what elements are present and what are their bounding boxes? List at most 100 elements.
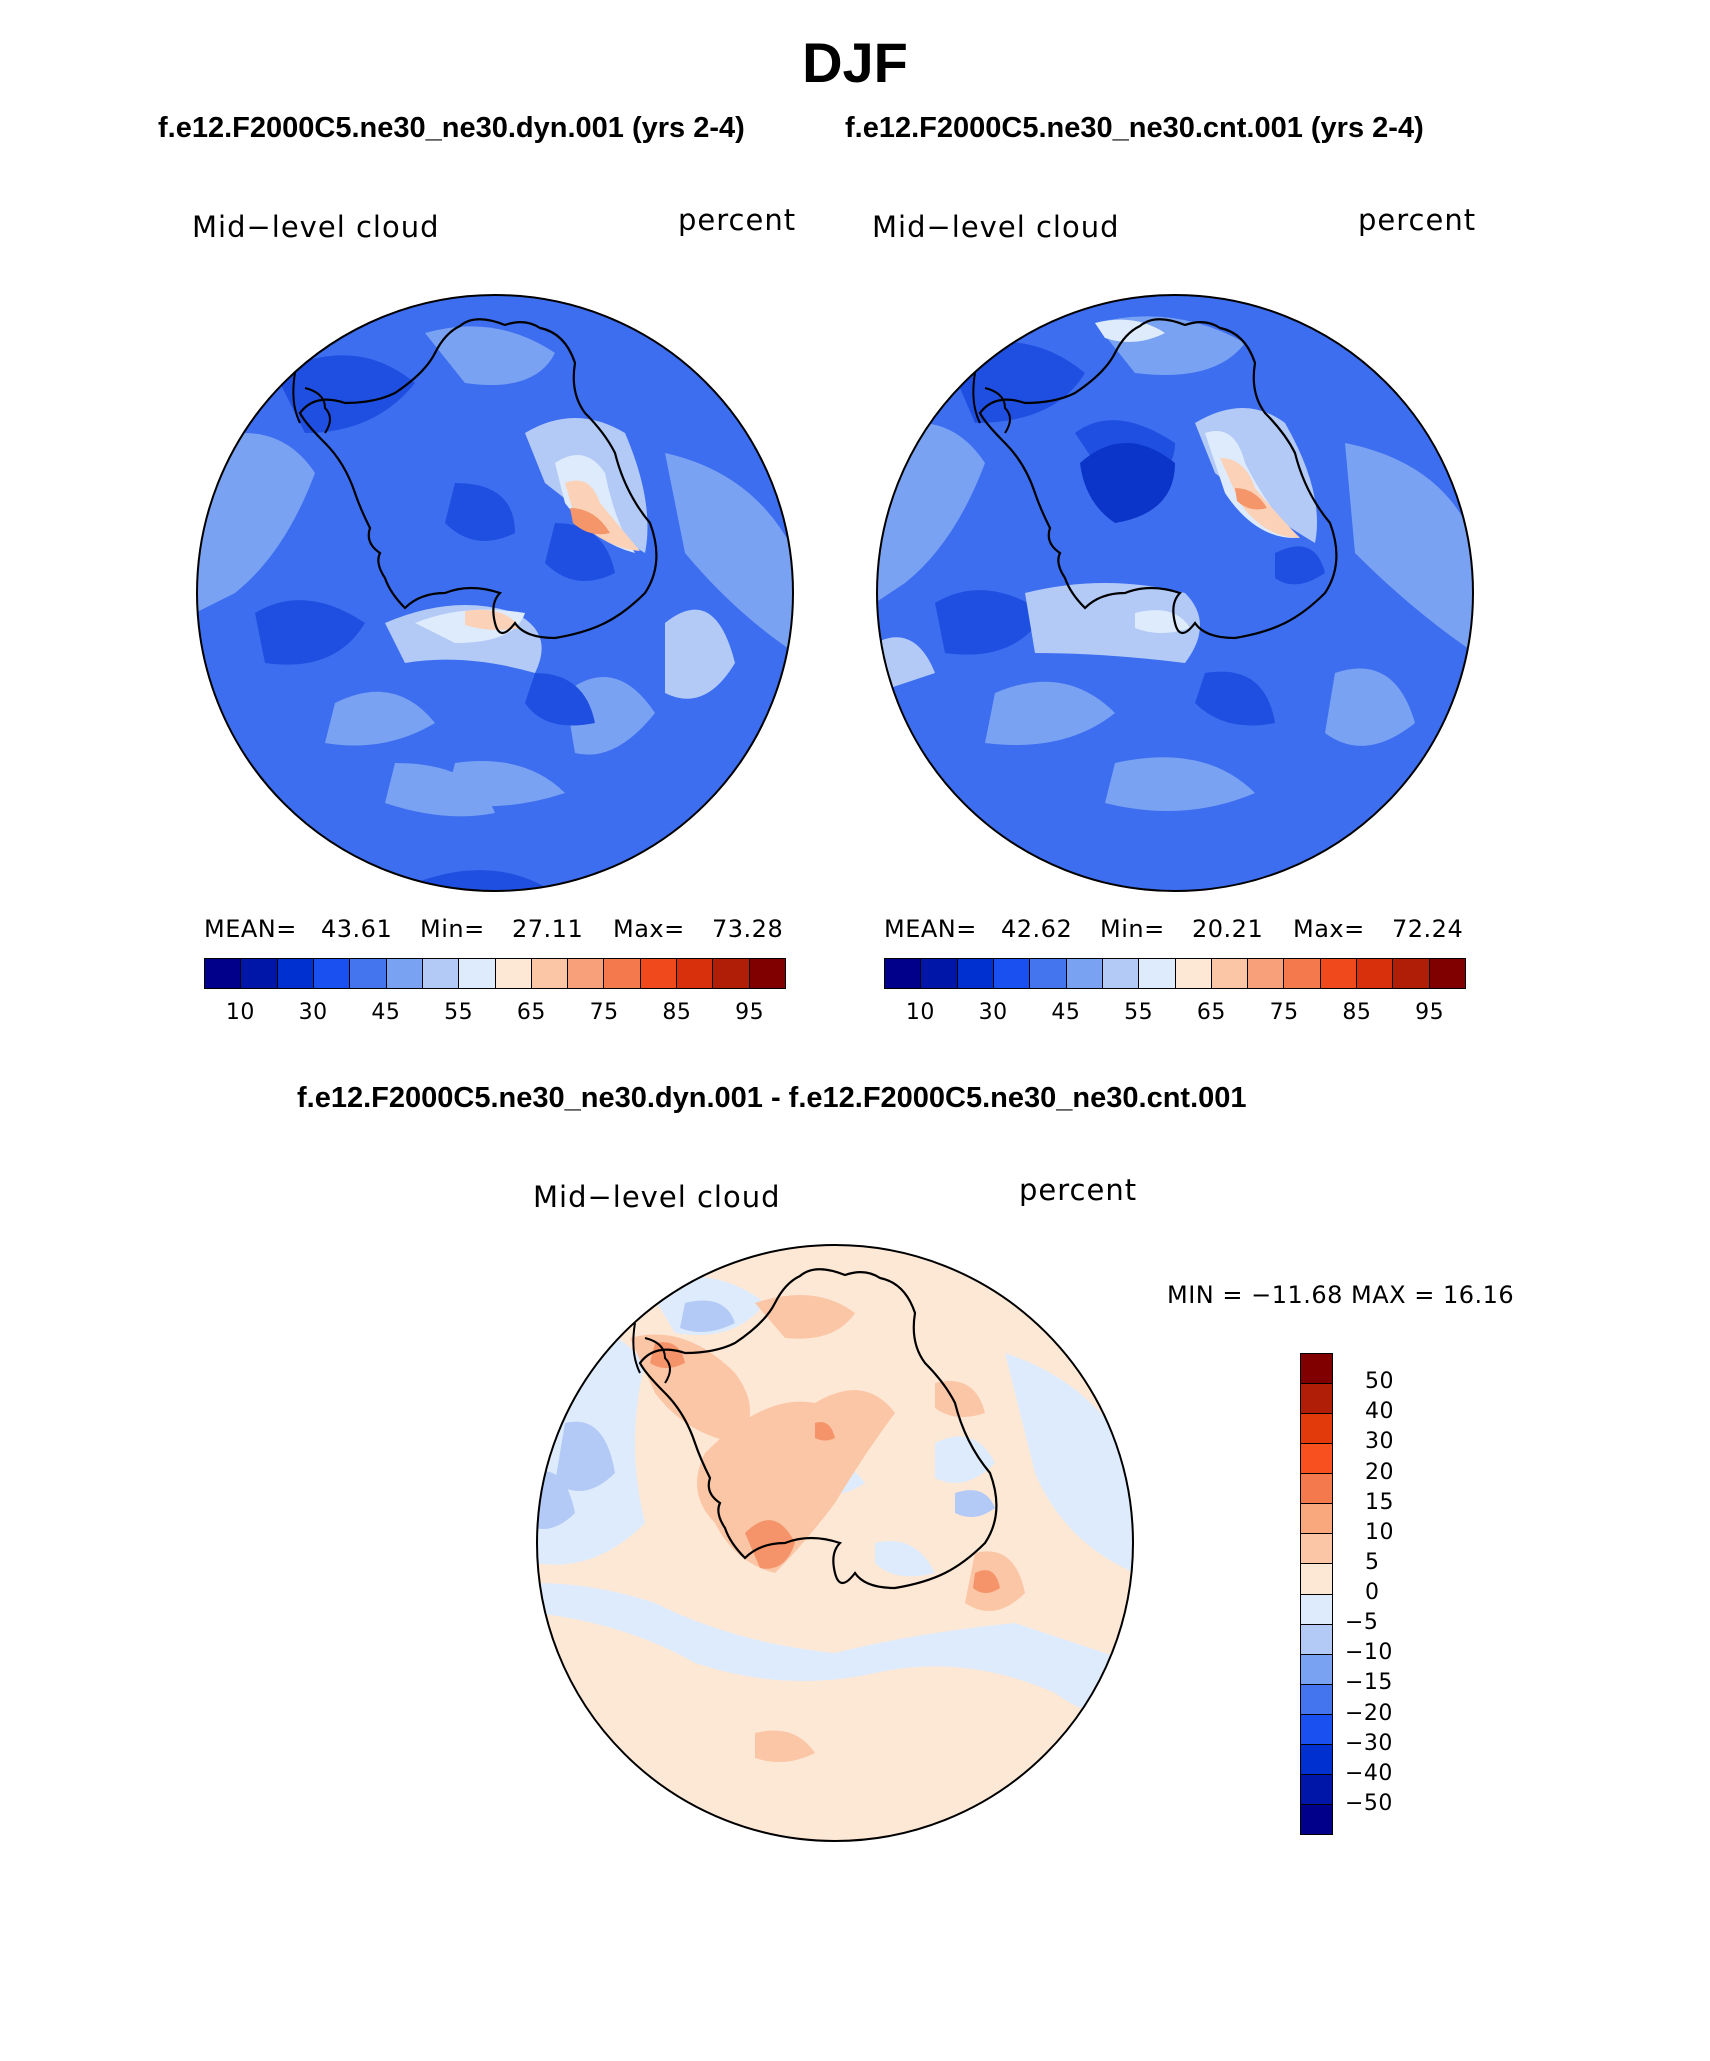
colorbar-box bbox=[1301, 1444, 1332, 1475]
colorbar-box bbox=[1301, 1504, 1332, 1535]
colorbar-box bbox=[1301, 1774, 1332, 1805]
colorbar-box bbox=[1102, 959, 1140, 988]
panel1-min-label: Min= bbox=[420, 915, 485, 943]
panel3-units-label: percent bbox=[1019, 1173, 1138, 1207]
panel2-colorbar bbox=[884, 958, 1466, 989]
colorbar-tick-label: 30 bbox=[978, 1000, 1008, 1025]
colorbar-tick-label: 95 bbox=[1415, 1000, 1445, 1025]
colorbar-box bbox=[277, 959, 314, 988]
colorbar-tick-label: −20 bbox=[1345, 1700, 1393, 1726]
colorbar-box bbox=[1301, 1384, 1332, 1415]
page-title: DJF bbox=[802, 31, 908, 94]
diff-header: f.e12.F2000C5.ne30_ne30.dyn.001 - f.e12.… bbox=[297, 1082, 1247, 1114]
colorbar-tick-label: −15 bbox=[1345, 1670, 1393, 1696]
colorbar-box bbox=[1211, 959, 1249, 988]
panel3-minmax: MIN = −11.68 MAX = 16.16 bbox=[1167, 1281, 1515, 1309]
colorbar-tick-label: 55 bbox=[444, 1000, 474, 1025]
colorbar-tick-label: −5 bbox=[1345, 1610, 1379, 1636]
panel2-variable-label: Mid−level cloud bbox=[872, 210, 1120, 244]
colorbar-box bbox=[459, 959, 496, 988]
colorbar-box bbox=[1248, 959, 1285, 988]
colorbar-box bbox=[241, 959, 278, 988]
colorbar-tick-label: 0 bbox=[1365, 1580, 1380, 1605]
panel1-min-value: 27.11 bbox=[512, 915, 584, 943]
panel3-polar-map bbox=[536, 1244, 1134, 1842]
colorbar-tick-label: 95 bbox=[735, 1000, 765, 1025]
panel1-max-value: 73.28 bbox=[712, 915, 784, 943]
colorbar-box bbox=[604, 959, 641, 988]
panel1-units-label: percent bbox=[678, 203, 797, 237]
colorbar-box bbox=[1301, 1744, 1332, 1775]
colorbar-box bbox=[1030, 959, 1067, 988]
colorbar-box bbox=[205, 959, 242, 988]
panel2-max-label: Max= bbox=[1293, 915, 1365, 943]
colorbar-tick-label: 75 bbox=[589, 1000, 619, 1025]
colorbar-box bbox=[885, 959, 922, 988]
colorbar-tick-label: 55 bbox=[1124, 1000, 1154, 1025]
colorbar-tick-label: 85 bbox=[662, 1000, 692, 1025]
colorbar-tick-label: −30 bbox=[1345, 1730, 1393, 1756]
colorbar-tick-label: 45 bbox=[371, 1000, 401, 1025]
colorbar-box bbox=[1284, 959, 1321, 988]
colorbar-tick-label: 75 bbox=[1269, 1000, 1299, 1025]
panel1-mean-value: 43.61 bbox=[321, 915, 393, 943]
case-header-right: f.e12.F2000C5.ne30_ne30.cnt.001 (yrs 2-4… bbox=[845, 112, 1424, 144]
colorbar-box bbox=[1301, 1354, 1332, 1385]
colorbar-box bbox=[1301, 1654, 1332, 1685]
colorbar-tick-label: 40 bbox=[1365, 1399, 1394, 1425]
colorbar-box bbox=[640, 959, 678, 988]
colorbar-tick-label: 10 bbox=[905, 1000, 935, 1025]
colorbar-box bbox=[1066, 959, 1103, 988]
colorbar-box bbox=[1301, 1474, 1332, 1505]
colorbar-box bbox=[1175, 959, 1212, 988]
colorbar-tick-label: 30 bbox=[1365, 1429, 1394, 1455]
colorbar-box bbox=[677, 959, 714, 988]
colorbar-box bbox=[422, 959, 460, 988]
panel3-colorbar-ticks: 50 40 30 20 15 10 5 0 −5 −10 −15 −20 −30 −40 −50 bbox=[1345, 1353, 1465, 1835]
panel2-units-label: percent bbox=[1358, 203, 1477, 237]
colorbar-tick-label: 10 bbox=[1365, 1519, 1394, 1545]
panel2-polar-map bbox=[876, 294, 1474, 892]
colorbar-tick-label: −40 bbox=[1345, 1760, 1393, 1786]
panel1-max-label: Max= bbox=[613, 915, 685, 943]
colorbar-box bbox=[1301, 1594, 1332, 1625]
colorbar-box bbox=[1357, 959, 1394, 988]
colorbar-box bbox=[993, 959, 1031, 988]
panel1-variable-label: Mid−level cloud bbox=[192, 210, 440, 244]
colorbar-box bbox=[568, 959, 605, 988]
panel3-variable-label: Mid−level cloud bbox=[533, 1180, 781, 1214]
colorbar-box bbox=[1139, 959, 1176, 988]
colorbar-tick-label: 30 bbox=[298, 1000, 328, 1025]
colorbar-box bbox=[1429, 959, 1465, 988]
colorbar-box bbox=[1301, 1714, 1332, 1745]
panel1-colorbar bbox=[204, 958, 786, 989]
colorbar-tick-label: 10 bbox=[225, 1000, 255, 1025]
colorbar-tick-label: 45 bbox=[1051, 1000, 1081, 1025]
colorbar-box bbox=[1301, 1564, 1332, 1595]
colorbar-box bbox=[1301, 1624, 1332, 1655]
colorbar-tick-label: 50 bbox=[1365, 1369, 1394, 1395]
colorbar-box bbox=[957, 959, 994, 988]
colorbar-tick-label: 20 bbox=[1365, 1459, 1394, 1485]
colorbar-box bbox=[531, 959, 569, 988]
colorbar-tick-label: 5 bbox=[1365, 1549, 1380, 1575]
colorbar-tick-label: 15 bbox=[1365, 1489, 1394, 1515]
case-header-left: f.e12.F2000C5.ne30_ne30.dyn.001 (yrs 2-4… bbox=[158, 112, 745, 144]
panel2-colorbar-ticks: 10 30 45 55 65 75 85 95 bbox=[884, 1000, 1466, 1030]
panel2-min-label: Min= bbox=[1100, 915, 1165, 943]
colorbar-box bbox=[386, 959, 423, 988]
colorbar-tick-label: 65 bbox=[516, 1000, 546, 1025]
colorbar-box bbox=[1301, 1534, 1332, 1565]
colorbar-box bbox=[495, 959, 532, 988]
panel2-min-value: 20.21 bbox=[1192, 915, 1264, 943]
colorbar-box bbox=[1301, 1414, 1332, 1445]
colorbar-box bbox=[921, 959, 958, 988]
panel2-max-value: 72.24 bbox=[1392, 915, 1464, 943]
colorbar-box bbox=[1301, 1684, 1332, 1715]
colorbar-box bbox=[1393, 959, 1430, 988]
colorbar-box bbox=[313, 959, 351, 988]
colorbar-tick-label: −50 bbox=[1345, 1790, 1393, 1816]
panel1-mean-label: MEAN= bbox=[204, 915, 297, 943]
colorbar-box bbox=[350, 959, 387, 988]
panel1-colorbar-ticks: 10 30 45 55 65 75 85 95 bbox=[204, 1000, 786, 1030]
